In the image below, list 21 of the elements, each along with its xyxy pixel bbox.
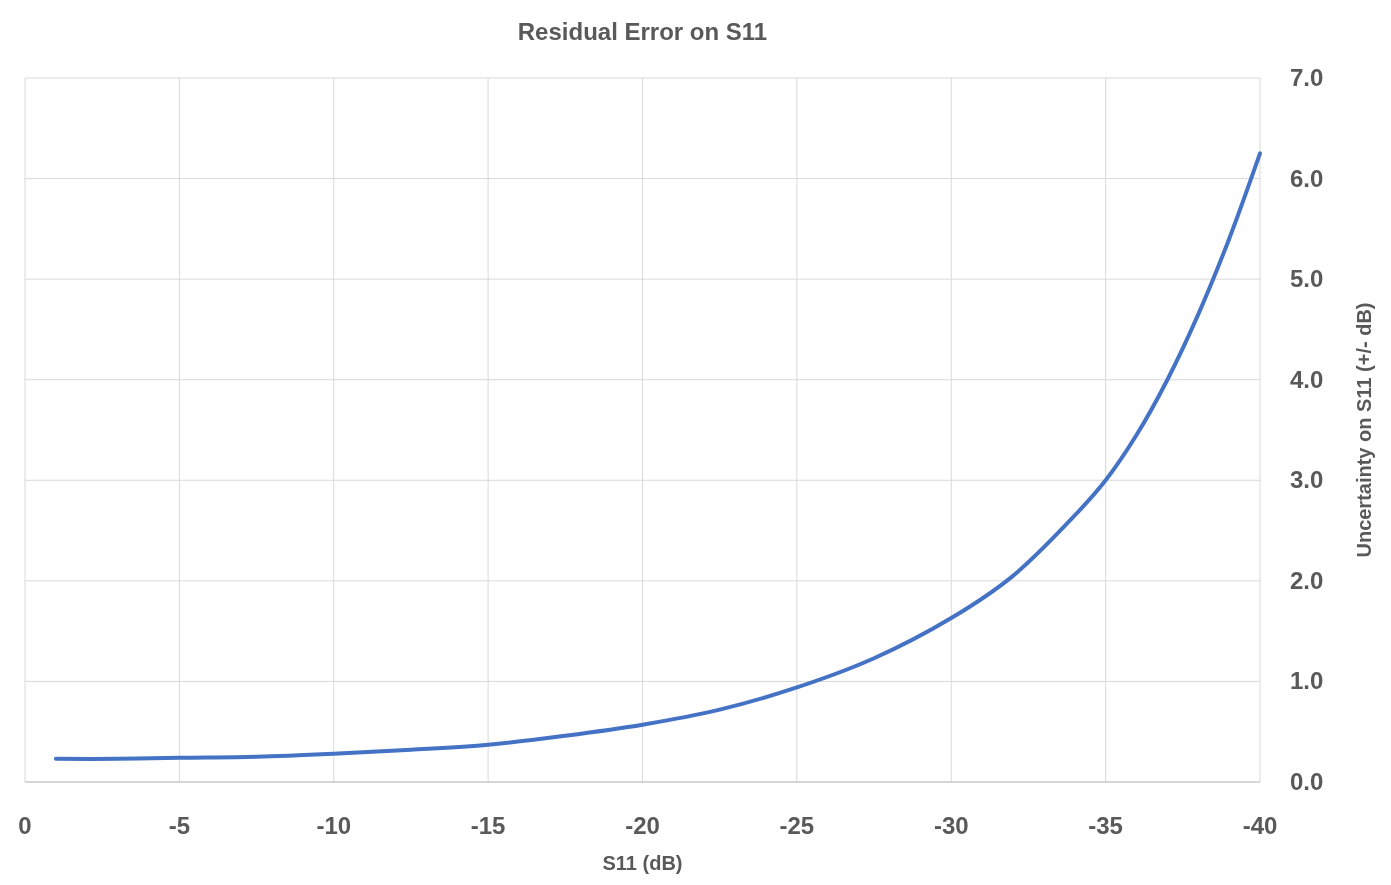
line-series: [53, 151, 1262, 761]
y-tick-label: 5.0: [1290, 265, 1324, 293]
y-tick-label: 2.0: [1290, 566, 1324, 594]
x-tick-label: -5: [168, 812, 191, 839]
x-tick-label: -40: [1242, 812, 1278, 839]
x-tick-label: 0: [18, 812, 32, 839]
x-tick-label: -15: [470, 812, 506, 839]
y-tick-label: 1.0: [1290, 667, 1324, 695]
x-tick-label: -10: [316, 812, 352, 839]
y-tick-label: 3.0: [1290, 466, 1324, 494]
x-tick-label: -20: [625, 812, 660, 839]
y-tick-label: 0.0: [1290, 768, 1324, 795]
y-tick-label: 7.0: [1290, 64, 1324, 91]
x-tick-label: -30: [933, 812, 969, 839]
x-tick-label: -35: [1088, 812, 1123, 839]
y-axis-title: Uncertainty on S11 (+/- dB): [1353, 302, 1375, 558]
chart-title: Residual Error on S11: [517, 18, 768, 45]
x-axis-title: S11 (dB): [602, 852, 683, 874]
y-tick-label: 4.0: [1290, 365, 1324, 393]
y-tick-label: 6.0: [1290, 164, 1324, 192]
x-tick-label: -25: [779, 812, 815, 839]
